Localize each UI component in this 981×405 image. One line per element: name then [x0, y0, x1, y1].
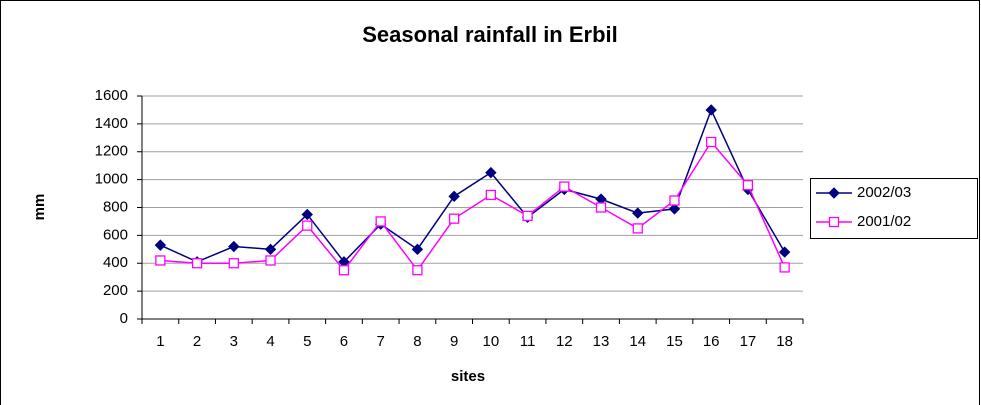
square-marker — [265, 255, 276, 266]
square-marker — [155, 255, 166, 266]
x-tick-label: 18 — [776, 333, 793, 350]
square-marker — [595, 202, 607, 213]
square-marker — [485, 189, 497, 201]
square-marker — [742, 180, 754, 191]
legend-box — [810, 178, 978, 239]
y-tick-label: 1600 — [95, 87, 128, 104]
diamond-marker — [228, 240, 240, 253]
diamond-marker — [668, 203, 681, 215]
square-marker — [669, 195, 680, 206]
chart-title: Seasonal rainfall in Erbil — [362, 22, 618, 47]
square-marker — [828, 216, 840, 228]
x-tick-label: 8 — [413, 333, 421, 350]
x-tick-label: 2 — [193, 333, 201, 350]
diamond-marker — [705, 104, 717, 116]
y-tick-label: 400 — [103, 254, 128, 271]
diamond-marker — [154, 239, 167, 251]
square-marker — [375, 216, 386, 227]
square-marker — [706, 136, 717, 148]
square-marker — [302, 220, 313, 231]
x-tick-label: 7 — [377, 333, 385, 350]
x-axis-title: sites — [451, 368, 485, 385]
diamond-marker — [485, 166, 497, 179]
x-tick-label: 1 — [156, 333, 164, 350]
y-tick-label: 1000 — [95, 171, 128, 188]
x-tick-label: 10 — [483, 333, 500, 350]
diamond-marker — [264, 243, 277, 256]
diamond-marker — [448, 190, 460, 203]
y-tick-label: 0 — [120, 310, 128, 327]
y-tick-label: 600 — [103, 226, 128, 243]
x-tick-label: 17 — [740, 333, 757, 350]
diamond-marker — [632, 207, 644, 219]
series-line — [160, 140, 786, 272]
y-axis-title: mm — [31, 194, 48, 221]
y-tick-label: 200 — [103, 282, 128, 299]
y-tick-label: 1400 — [95, 115, 128, 132]
x-tick-label: 14 — [629, 333, 646, 350]
diamond-marker — [301, 208, 313, 221]
x-tick-label: 4 — [266, 333, 274, 350]
x-tick-label: 13 — [593, 333, 610, 350]
square-marker — [559, 181, 570, 192]
diamond-marker — [828, 187, 840, 199]
square-marker — [191, 258, 203, 269]
series-line — [160, 107, 786, 263]
x-tick-label: 16 — [703, 333, 720, 350]
legend-label: 2002/03 — [857, 184, 911, 201]
square-marker — [448, 213, 460, 224]
y-tick-label: 1200 — [95, 143, 128, 160]
x-tick-label: 9 — [450, 333, 458, 350]
diamond-marker — [778, 246, 791, 258]
x-tick-label: 15 — [666, 333, 683, 350]
x-tick-label: 11 — [520, 333, 536, 350]
square-marker — [779, 262, 790, 273]
square-marker — [632, 223, 643, 234]
square-marker — [228, 258, 239, 269]
y-tick-label: 800 — [103, 198, 128, 215]
x-tick-label: 6 — [340, 333, 348, 350]
x-tick-label: 3 — [230, 333, 238, 350]
x-tick-label: 5 — [303, 333, 311, 350]
legend-label: 2001/02 — [857, 213, 911, 230]
x-tick-label: 12 — [556, 333, 573, 350]
diamond-marker — [411, 243, 424, 256]
square-marker — [412, 265, 423, 276]
square-marker — [522, 210, 533, 222]
square-marker — [338, 265, 350, 276]
